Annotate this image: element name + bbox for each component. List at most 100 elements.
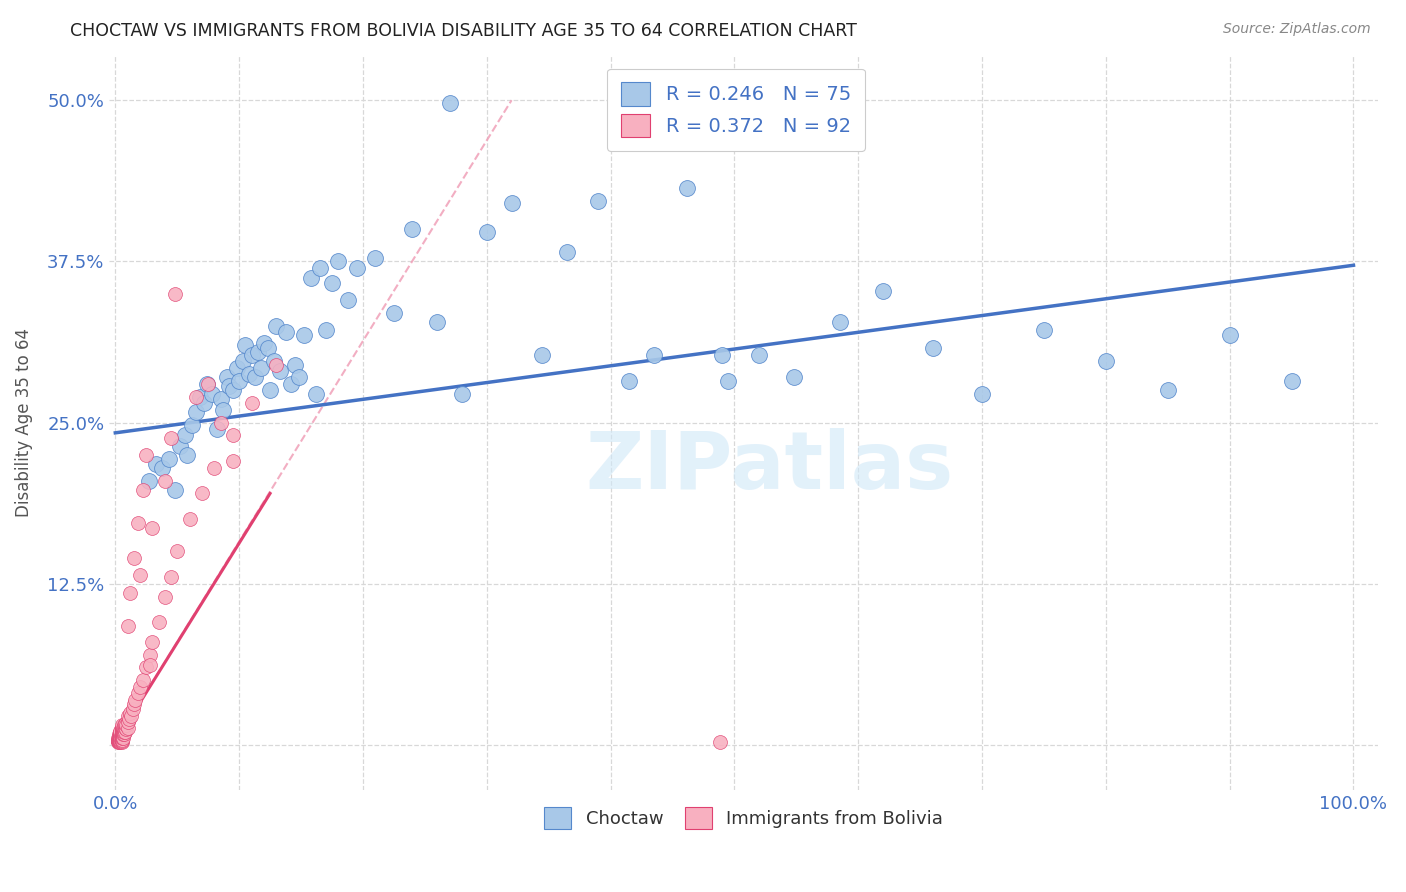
Point: [173, 428, 195, 442]
Point: [676, 181, 699, 195]
Point: [209, 392, 232, 407]
Point: [111, 731, 134, 746]
Point: [382, 306, 405, 320]
Point: [153, 590, 176, 604]
Point: [110, 725, 132, 739]
Point: [197, 376, 219, 391]
Point: [135, 660, 157, 674]
Point: [139, 657, 162, 672]
Point: [110, 726, 132, 740]
Point: [709, 735, 731, 749]
Point: [110, 723, 132, 738]
Point: [111, 725, 134, 739]
Point: [153, 474, 176, 488]
Point: [250, 361, 273, 376]
Point: [120, 706, 142, 720]
Point: [269, 364, 291, 378]
Point: [1219, 327, 1241, 342]
Point: [160, 570, 183, 584]
Point: [276, 326, 298, 340]
Point: [201, 387, 224, 401]
Point: [292, 327, 315, 342]
Point: [259, 384, 281, 398]
Point: [315, 323, 337, 337]
Point: [176, 448, 198, 462]
Point: [112, 723, 135, 737]
Point: [108, 727, 131, 741]
Point: [1157, 384, 1180, 398]
Point: [124, 692, 146, 706]
Point: [148, 615, 170, 630]
Point: [107, 731, 129, 746]
Point: [337, 293, 360, 307]
Point: [451, 387, 474, 401]
Point: [108, 732, 131, 747]
Point: [184, 405, 207, 419]
Point: [112, 725, 135, 739]
Point: [107, 732, 129, 747]
Point: [108, 735, 131, 749]
Point: [263, 353, 285, 368]
Point: [346, 260, 368, 275]
Point: [115, 723, 138, 737]
Point: [232, 353, 254, 368]
Point: [118, 712, 141, 726]
Point: [228, 374, 250, 388]
Point: [225, 361, 247, 376]
Point: [166, 544, 188, 558]
Y-axis label: Disability Age 35 to 64: Disability Age 35 to 64: [15, 328, 32, 517]
Point: [108, 730, 131, 744]
Point: [110, 735, 132, 749]
Point: [110, 723, 132, 738]
Point: [299, 271, 322, 285]
Point: [748, 349, 770, 363]
Point: [110, 731, 132, 746]
Point: [287, 370, 309, 384]
Point: [828, 315, 851, 329]
Point: [179, 512, 201, 526]
Point: [218, 379, 240, 393]
Point: [117, 709, 139, 723]
Point: [108, 734, 131, 748]
Point: [114, 721, 136, 735]
Point: [110, 720, 132, 734]
Point: [135, 448, 157, 462]
Point: [117, 721, 139, 735]
Point: [117, 619, 139, 633]
Point: [110, 725, 132, 739]
Point: [240, 349, 263, 363]
Point: [169, 439, 191, 453]
Point: [501, 196, 523, 211]
Point: [222, 454, 245, 468]
Point: [107, 734, 129, 748]
Point: [108, 729, 131, 743]
Point: [110, 727, 132, 741]
Point: [202, 460, 225, 475]
Point: [110, 718, 132, 732]
Point: [127, 516, 149, 530]
Legend: Choctaw, Immigrants from Bolivia: Choctaw, Immigrants from Bolivia: [537, 799, 950, 836]
Point: [205, 422, 228, 436]
Point: [193, 396, 215, 410]
Point: [426, 315, 449, 329]
Point: [120, 709, 142, 723]
Point: [163, 286, 186, 301]
Point: [145, 457, 167, 471]
Point: [110, 727, 132, 741]
Point: [107, 735, 129, 749]
Point: [139, 648, 162, 662]
Point: [150, 460, 173, 475]
Point: [475, 225, 498, 239]
Point: [127, 686, 149, 700]
Point: [184, 390, 207, 404]
Point: [215, 370, 238, 384]
Point: [233, 338, 256, 352]
Point: [266, 358, 288, 372]
Point: [439, 95, 461, 110]
Point: [328, 254, 350, 268]
Point: [122, 550, 145, 565]
Point: [111, 721, 134, 735]
Text: Source: ZipAtlas.com: Source: ZipAtlas.com: [1223, 22, 1371, 37]
Point: [240, 396, 263, 410]
Point: [209, 416, 232, 430]
